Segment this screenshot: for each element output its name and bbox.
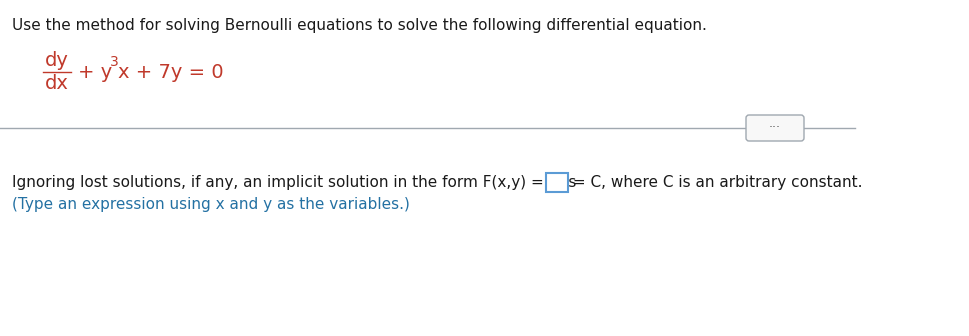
Text: (Type an expression using x and y as the variables.): (Type an expression using x and y as the… [12,197,410,212]
Text: Use the method for solving Bernoulli equations to solve the following differenti: Use the method for solving Bernoulli equ… [12,18,706,33]
Text: Ignoring lost solutions, if any, an implicit solution in the form F(x,y) = C is: Ignoring lost solutions, if any, an impl… [12,175,580,190]
Text: ···: ··· [768,122,780,134]
Text: + y: + y [78,62,112,82]
Text: dx: dx [45,74,69,93]
FancyBboxPatch shape [546,173,568,192]
FancyBboxPatch shape [745,115,803,141]
Text: = C, where C is an arbitrary constant.: = C, where C is an arbitrary constant. [568,175,861,190]
Text: 3: 3 [109,55,118,69]
Text: dy: dy [45,51,69,70]
Text: x + 7y = 0: x + 7y = 0 [118,62,224,82]
